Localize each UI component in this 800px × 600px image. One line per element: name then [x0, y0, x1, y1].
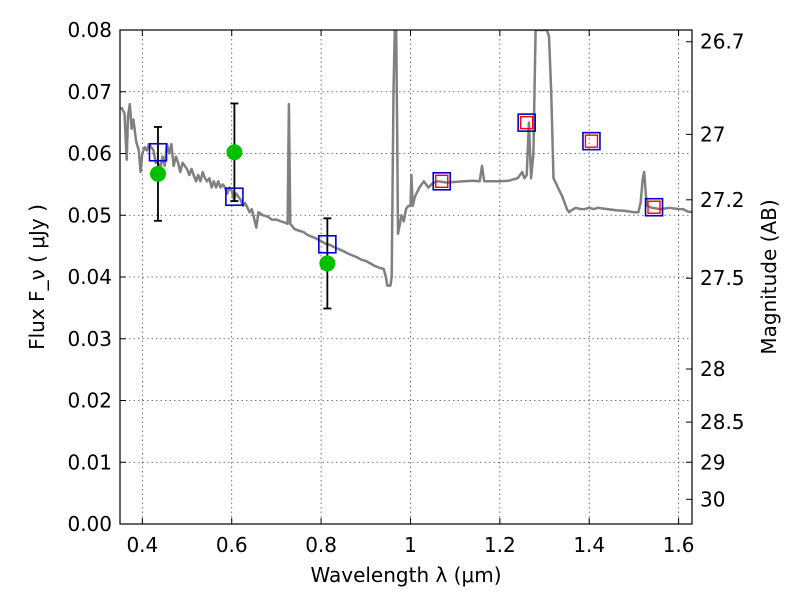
- model-synthetic-square: [582, 131, 601, 151]
- y-axis-label: Flux F_ν ( μJy ): [25, 204, 49, 350]
- y-tick-label: 0.01: [67, 450, 112, 474]
- y-tick-label: 0.00: [67, 512, 112, 536]
- y-tick-label: 0.04: [67, 265, 112, 289]
- model-synthetic-square: [225, 187, 244, 207]
- predicted-flux-square: [584, 134, 599, 148]
- y-tick-label: 0.07: [67, 80, 112, 104]
- y-tick-label: 0.02: [67, 389, 112, 413]
- observed-flux-point: [226, 144, 243, 161]
- predicted-flux-square: [435, 174, 449, 188]
- predicted-flux-square: [647, 200, 661, 214]
- model-synthetic-square: [318, 234, 337, 254]
- y2-tick-label: 28: [700, 357, 725, 381]
- x-tick-label: 1.4: [573, 533, 605, 557]
- y2-tick-label: 27.2: [700, 188, 745, 212]
- y2-tick-label: 29: [700, 450, 725, 474]
- y2-tick-label: 26.7: [700, 30, 745, 54]
- observed-flux-point: [319, 255, 336, 272]
- y2-axis-label: Magnitude (AB): [757, 199, 781, 354]
- y2-tick-label: 28.5: [700, 410, 745, 434]
- model-spectrum-line: [120, 30, 692, 287]
- x-tick-label: 1: [404, 533, 417, 557]
- y-tick-label: 0.06: [67, 142, 112, 166]
- y2-tick-label: 30: [700, 487, 725, 511]
- axis-ticks: 0.4 0.6 0.8 1 1.2 1.4 1.6 0.00 0.01 0.02 0.03 0.04 0…: [67, 18, 744, 557]
- y2-tick-label: 27: [700, 122, 725, 146]
- x-axis-label: Wavelength λ (μm): [310, 563, 501, 587]
- x-tick-label: 0.8: [305, 533, 337, 557]
- predicted-flux-square: [519, 115, 534, 130]
- model-synthetic-square: [432, 171, 452, 191]
- y2-tick-label: 27.5: [700, 266, 745, 290]
- x-tick-label: 1.2: [484, 533, 516, 557]
- model-synthetic-square: [517, 113, 536, 132]
- x-tick-label: 0.6: [216, 533, 248, 557]
- y-tick-label: 0.05: [67, 203, 112, 227]
- x-tick-label: 1.6: [663, 533, 695, 557]
- x-tick-label: 0.4: [126, 533, 158, 557]
- model-synthetic-square: [148, 142, 168, 162]
- y-tick-label: 0.08: [67, 18, 112, 42]
- model-synthetic-square: [644, 197, 664, 217]
- plot-area: [120, 30, 692, 310]
- observed-flux-point: [149, 165, 166, 182]
- y-tick-label: 0.03: [67, 327, 112, 351]
